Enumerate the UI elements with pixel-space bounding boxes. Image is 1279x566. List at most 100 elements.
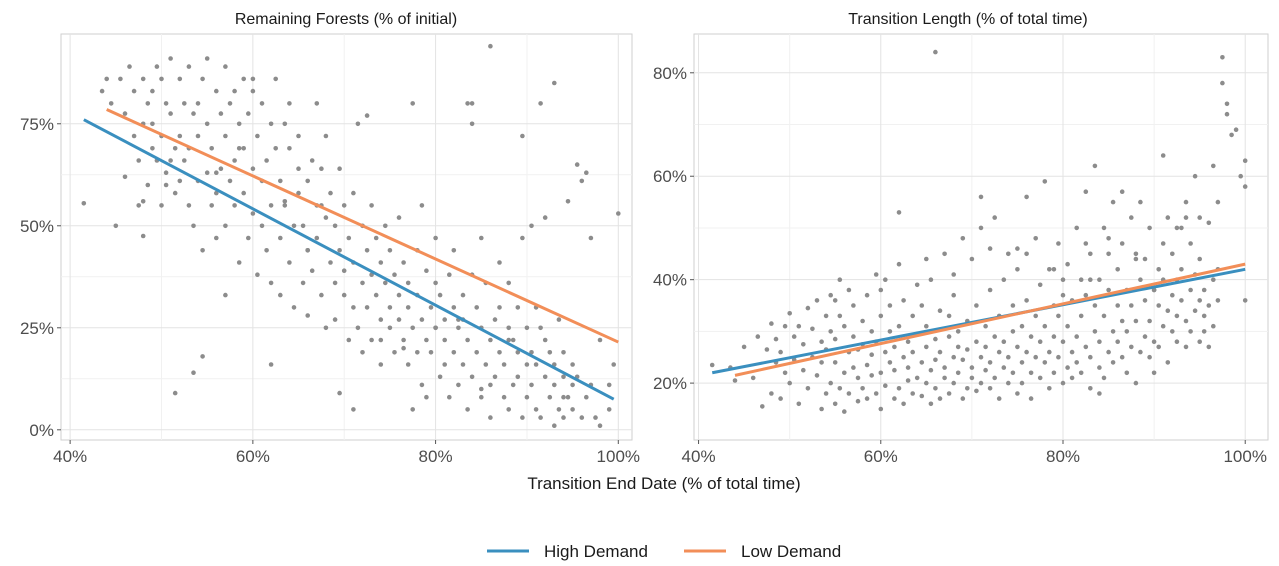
scatter-point xyxy=(878,370,884,376)
scatter-point xyxy=(122,111,128,116)
trend-line-high-demand xyxy=(83,118,615,401)
scatter-point xyxy=(182,158,187,163)
scatter-point xyxy=(323,133,329,139)
scatter-point xyxy=(383,223,388,229)
scatter-point xyxy=(369,203,374,208)
scatter-point xyxy=(492,317,498,322)
scatter-point xyxy=(937,349,943,355)
scatter-point xyxy=(140,76,146,82)
scatter-point xyxy=(837,277,843,283)
scatter-point xyxy=(814,373,820,378)
scatter-point xyxy=(828,292,833,298)
scatter-point xyxy=(1151,370,1157,376)
scatter-point xyxy=(860,386,865,391)
scatter-point xyxy=(520,133,525,139)
scatter-point xyxy=(1106,287,1111,293)
scatter-point xyxy=(529,382,534,388)
scatter-point xyxy=(773,336,779,342)
scatter-point xyxy=(814,298,820,303)
scatter-point xyxy=(355,325,361,331)
scatter-point xyxy=(369,337,374,343)
scatter-point xyxy=(341,268,347,274)
scatter-point xyxy=(597,423,603,429)
scatter-point xyxy=(570,362,575,367)
scatter-point xyxy=(1197,339,1202,345)
scatter-point xyxy=(1006,354,1011,360)
scatter-point xyxy=(287,260,292,265)
scatter-point xyxy=(118,76,123,82)
scatter-point xyxy=(1192,308,1198,314)
scatter-point xyxy=(552,423,557,429)
scatter-point xyxy=(1156,344,1161,350)
scatter-point xyxy=(1129,303,1134,308)
scatter-point xyxy=(383,280,388,286)
scatter-point xyxy=(1001,365,1007,370)
y-tick-label: 50% xyxy=(20,217,54,236)
scatter-point xyxy=(769,391,774,396)
scatter-point xyxy=(1138,199,1143,205)
scatter-point xyxy=(996,396,1002,401)
scatter-point xyxy=(1078,370,1084,376)
scatter-point xyxy=(584,394,589,400)
scatter-point xyxy=(278,292,283,298)
scatter-point xyxy=(782,323,788,329)
scatter-point xyxy=(337,390,342,396)
scatter-point xyxy=(969,375,975,381)
scatter-point xyxy=(1047,349,1052,355)
scatter-point xyxy=(405,362,411,367)
scatter-point xyxy=(451,248,457,253)
scatter-point xyxy=(855,375,861,381)
scatter-point xyxy=(168,111,173,116)
scatter-point xyxy=(978,354,984,360)
scatter-point xyxy=(1160,153,1166,158)
scatter-point xyxy=(1088,277,1093,283)
scatter-point xyxy=(864,362,870,368)
trend-lines xyxy=(711,262,1246,377)
scatter-point xyxy=(1042,360,1048,365)
grid-lines xyxy=(61,34,632,440)
scatter-point xyxy=(529,350,534,355)
scatter-point xyxy=(1097,277,1102,283)
scatter-point xyxy=(1056,354,1061,360)
x-tick-label: 40% xyxy=(682,447,716,466)
scatter-point xyxy=(378,317,384,322)
scatter-point xyxy=(506,337,512,343)
scatter-point xyxy=(1179,298,1184,303)
scatter-point xyxy=(314,101,320,106)
scatter-point xyxy=(200,248,205,253)
scatter-point xyxy=(405,305,411,310)
scatter-point xyxy=(965,347,970,352)
scatter-point xyxy=(851,365,856,370)
scatter-point xyxy=(410,101,416,106)
scatter-point xyxy=(905,339,911,345)
scatter-point xyxy=(378,260,384,265)
scatter-point xyxy=(864,396,870,401)
scatter-point xyxy=(410,407,416,412)
x-tick-label: 100% xyxy=(597,447,640,466)
scatter-point xyxy=(933,336,938,342)
scatter-point xyxy=(373,292,379,298)
scatter-point xyxy=(556,317,562,322)
scatter-point xyxy=(1192,173,1198,179)
grid-lines xyxy=(694,34,1268,440)
scatter-point xyxy=(524,325,530,331)
scatter-point xyxy=(579,415,585,420)
scatter-point xyxy=(978,225,984,231)
scatter-point xyxy=(919,303,925,308)
scatter-point xyxy=(819,360,824,365)
scatter-point xyxy=(709,362,715,368)
scatter-point xyxy=(579,178,585,184)
scatter-point xyxy=(810,326,815,332)
scatter-point xyxy=(805,386,811,391)
scatter-point xyxy=(214,190,219,196)
scatter-point xyxy=(1211,277,1216,283)
scatter-point xyxy=(561,394,566,400)
scatter-point xyxy=(255,272,260,278)
scatter-point xyxy=(974,388,979,394)
scatter-point xyxy=(978,194,984,200)
scatter-point xyxy=(828,329,833,334)
scatter-point xyxy=(510,382,516,388)
scatter-point xyxy=(1224,101,1230,107)
scatter-point xyxy=(892,396,897,401)
